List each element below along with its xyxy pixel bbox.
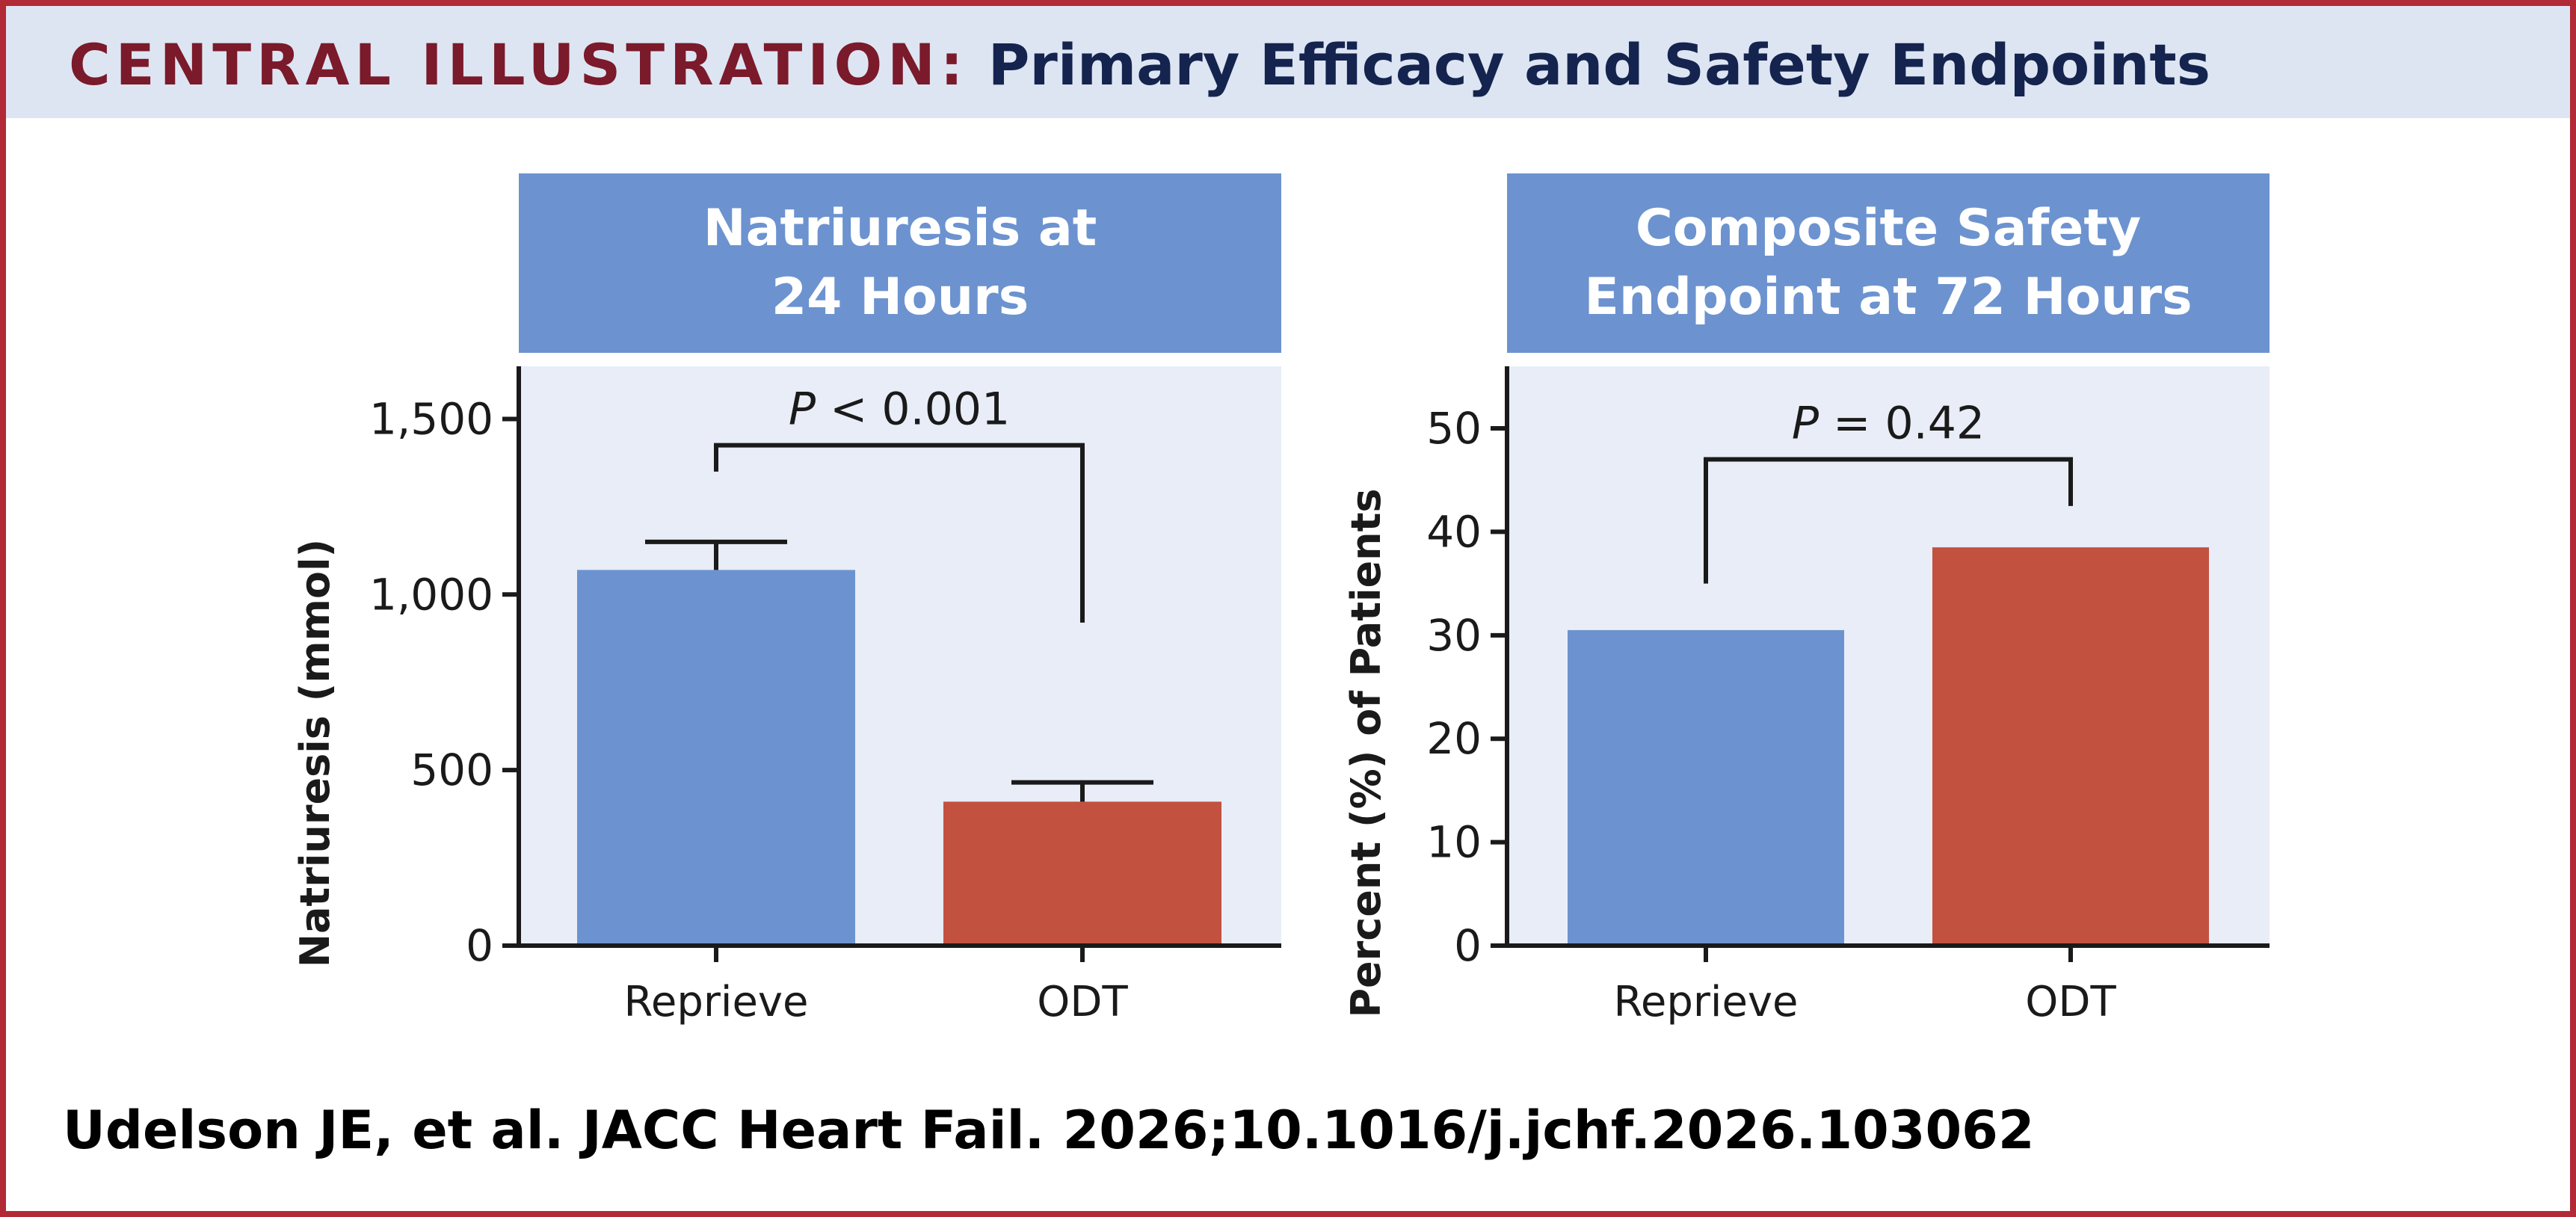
natriuresis-bar-odt xyxy=(943,801,1221,946)
natriuresis-x-tick-label: Reprieve xyxy=(623,978,808,1026)
natriuresis-chart: P < 0.001 0 500 1,000 1,500 Reprieve ODT Natriu… xyxy=(292,366,1281,1026)
natriuresis-x-tick-label: ODT xyxy=(1037,978,1128,1026)
safety-y-tick-label: 40 xyxy=(1426,506,1482,557)
natriuresis-y-tick-label: 1,500 xyxy=(369,393,493,444)
natriuresis-p-value: P < 0.001 xyxy=(789,383,1010,436)
safety-y-tick-label: 50 xyxy=(1426,403,1482,454)
citation: Udelson JE, et al. JACC Heart Fail. 2026… xyxy=(63,1100,2035,1161)
natriuresis-y-tick-label: 0 xyxy=(466,920,493,971)
safety-bar-reprieve xyxy=(1568,629,1844,946)
safety-y-tick-label: 20 xyxy=(1426,713,1482,764)
safety-chart: P = 0.42 0 10 20 30 40 50 Reprieve ODT Percent (%… xyxy=(1343,366,2270,1026)
safety-bar-odt xyxy=(1932,547,2209,946)
natriuresis-bar-reprieve xyxy=(577,570,855,946)
natriuresis-significance-bracket xyxy=(714,443,1085,623)
safety-p-value: P = 0.42 xyxy=(1792,398,1985,450)
safety-y-axis-title: Percent (%) of Patients xyxy=(1343,488,1390,1017)
safety-x-tick-label: Reprieve xyxy=(1613,978,1798,1026)
safety-y-tick-label: 10 xyxy=(1426,817,1482,868)
natriuresis-panel-title: Natriuresis at 24 Hours xyxy=(519,173,1281,353)
central-illustration-label: CENTRAL ILLUSTRATION: xyxy=(69,31,969,98)
figure-title: CENTRAL ILLUSTRATION: Primary Efficacy a… xyxy=(69,24,2210,106)
header-band xyxy=(6,6,2570,118)
natriuresis-y-tick-label: 500 xyxy=(410,745,493,795)
figure-subtitle: Primary Efficacy and Safety Endpoints xyxy=(987,31,2210,98)
safety-y-tick-label: 0 xyxy=(1454,920,1482,971)
natriuresis-y-tick-label: 1,000 xyxy=(369,569,493,620)
safety-y-tick-label: 30 xyxy=(1426,610,1482,661)
safety-significance-bracket xyxy=(1704,457,2073,584)
natriuresis-y-axis-title: Natriuresis (mmol) xyxy=(292,539,339,967)
safety-panel-title: Composite Safety Endpoint at 72 Hours xyxy=(1507,173,2270,353)
safety-x-tick-label: ODT xyxy=(2025,978,2116,1026)
